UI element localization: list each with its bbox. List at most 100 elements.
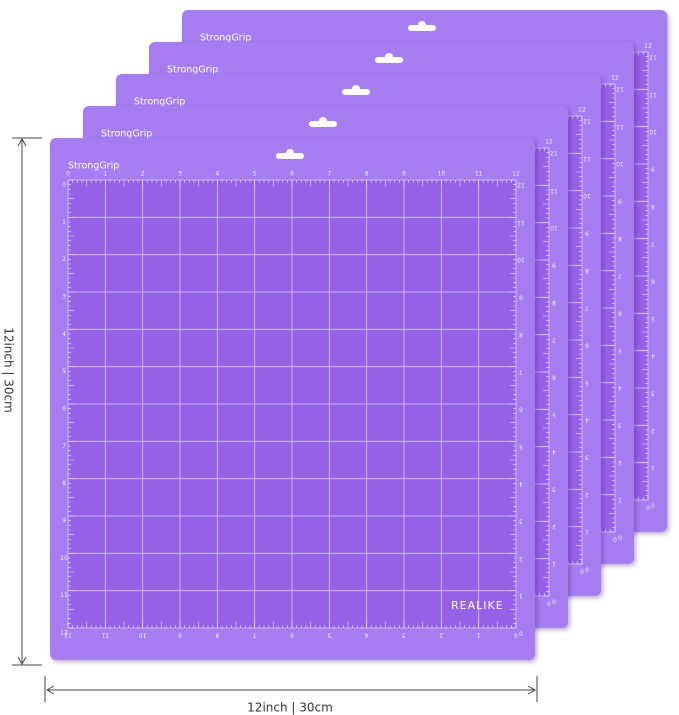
ruler-number: 7 bbox=[618, 272, 622, 279]
ruler-number: 12 bbox=[583, 118, 591, 125]
ruler-number: 9 bbox=[402, 171, 406, 178]
ruler-number: 10 bbox=[550, 224, 558, 231]
ruler-number: 9 bbox=[178, 632, 182, 639]
ruler-number: 0 bbox=[613, 536, 617, 543]
ruler-number: 3 bbox=[585, 454, 589, 461]
ruler-number: 6 bbox=[618, 310, 622, 317]
arrow-heads bbox=[45, 685, 537, 695]
ruler-number: 4 bbox=[585, 416, 589, 423]
hang-slot bbox=[352, 85, 360, 93]
ruler-number: 6 bbox=[552, 374, 556, 381]
ruler-number: 4 bbox=[62, 331, 66, 338]
ruler-number: 4 bbox=[365, 632, 369, 639]
mat-label: StrongGrip bbox=[167, 65, 218, 76]
ruler-number: 11 bbox=[60, 592, 68, 599]
ruler-number: 2 bbox=[519, 555, 523, 562]
ruler-number: 2 bbox=[651, 427, 655, 434]
ruler-number: 0 bbox=[62, 182, 66, 189]
ruler-number: 1 bbox=[477, 632, 481, 639]
ruler-number: 12 bbox=[517, 182, 525, 189]
ruler-number: 0 bbox=[514, 632, 518, 639]
ruler-number: 3 bbox=[62, 294, 66, 301]
ruler-number: 11 bbox=[616, 123, 624, 130]
ruler-number: 4 bbox=[215, 171, 219, 178]
ruler-number: 9 bbox=[62, 518, 66, 525]
ruler-number: 3 bbox=[178, 171, 182, 178]
ruler-number: 9 bbox=[618, 198, 622, 205]
ruler-number: 6 bbox=[62, 406, 66, 413]
hang-slot bbox=[418, 21, 426, 29]
ruler-number: 10 bbox=[60, 555, 68, 562]
ruler-number: 0 bbox=[66, 171, 70, 178]
ruler-number: 11 bbox=[475, 171, 483, 178]
ruler-number: 8 bbox=[62, 480, 66, 487]
ruler-number: 10 bbox=[517, 256, 525, 263]
ruler-number: 0 bbox=[618, 534, 622, 541]
mat-stack: StrongGrip001212111111221010339944885577… bbox=[50, 10, 667, 660]
ruler-number: 5 bbox=[62, 368, 66, 375]
ruler-number: 1 bbox=[519, 592, 523, 599]
arrow-heads bbox=[17, 137, 27, 666]
ruler-number: 1 bbox=[103, 171, 107, 178]
ruler-ticks bbox=[67, 179, 517, 629]
ruler-number: 3 bbox=[651, 390, 655, 397]
ruler-number: 12 bbox=[545, 139, 553, 146]
mat-label: StrongGrip bbox=[200, 33, 251, 44]
ruler-number: 0 bbox=[547, 600, 551, 607]
ruler-number: 8 bbox=[365, 171, 369, 178]
ruler-number: 2 bbox=[439, 632, 443, 639]
ruler-number: 9 bbox=[651, 166, 655, 173]
width-label: 12inch | 30cm bbox=[247, 701, 333, 715]
ruler-number: 7 bbox=[327, 171, 331, 178]
ruler-number: 8 bbox=[618, 235, 622, 242]
brand-label: REALIKE bbox=[451, 599, 504, 612]
ruler-number: 12 bbox=[550, 150, 558, 157]
ruler-number: 2 bbox=[618, 459, 622, 466]
ruler-number: 7 bbox=[585, 304, 589, 311]
ruler-number: 3 bbox=[519, 518, 523, 525]
ruler-number: 5 bbox=[327, 632, 331, 639]
ruler-number: 5 bbox=[519, 443, 523, 450]
ruler-number: 0 bbox=[585, 566, 589, 573]
ruler-number: 6 bbox=[290, 171, 294, 178]
ruler-number: 10 bbox=[649, 128, 657, 135]
ruler-number: 2 bbox=[62, 256, 66, 263]
ruler-number: 12 bbox=[64, 632, 72, 639]
ruler-number: 7 bbox=[651, 240, 655, 247]
ruler-number: 6 bbox=[651, 278, 655, 285]
mat-label: StrongGrip bbox=[68, 161, 119, 172]
ruler-number: 10 bbox=[583, 192, 591, 199]
ruler-number: 7 bbox=[519, 368, 523, 375]
ruler-number: 4 bbox=[651, 352, 655, 359]
ruler-number: 11 bbox=[583, 155, 591, 162]
ruler-number: 12 bbox=[578, 107, 586, 114]
ruler-number: 7 bbox=[253, 632, 257, 639]
ruler-number: 5 bbox=[651, 315, 655, 322]
ruler-number: 8 bbox=[651, 203, 655, 210]
ruler-number: 8 bbox=[585, 267, 589, 274]
ruler-number: 12 bbox=[60, 630, 68, 637]
ruler-number: 1 bbox=[585, 528, 589, 535]
height-dimension: 12inch | 30cm bbox=[2, 137, 42, 666]
ruler-number: 5 bbox=[253, 171, 257, 178]
ruler-number: 9 bbox=[585, 230, 589, 237]
ruler-number: 4 bbox=[552, 448, 556, 455]
ruler-number: 9 bbox=[552, 262, 556, 269]
width-dimension: 12inch | 30cm bbox=[44, 676, 538, 715]
ruler-number: 12 bbox=[512, 171, 520, 178]
ruler-number: 0 bbox=[580, 568, 584, 575]
ruler-number: 11 bbox=[649, 91, 657, 98]
ruler-number: 0 bbox=[651, 502, 655, 509]
ruler-number: 3 bbox=[402, 632, 406, 639]
ruler-number: 7 bbox=[552, 336, 556, 343]
ruler-number: 12 bbox=[649, 54, 657, 61]
ruler-number: 11 bbox=[550, 187, 558, 194]
ruler-number: 8 bbox=[215, 632, 219, 639]
ruler-number: 0 bbox=[552, 598, 556, 605]
ruler-number: 0 bbox=[519, 630, 523, 637]
ruler-number: 12 bbox=[616, 86, 624, 93]
ruler-number: 1 bbox=[618, 496, 622, 503]
ruler-number: 11 bbox=[101, 632, 109, 639]
ruler-number: 3 bbox=[552, 486, 556, 493]
